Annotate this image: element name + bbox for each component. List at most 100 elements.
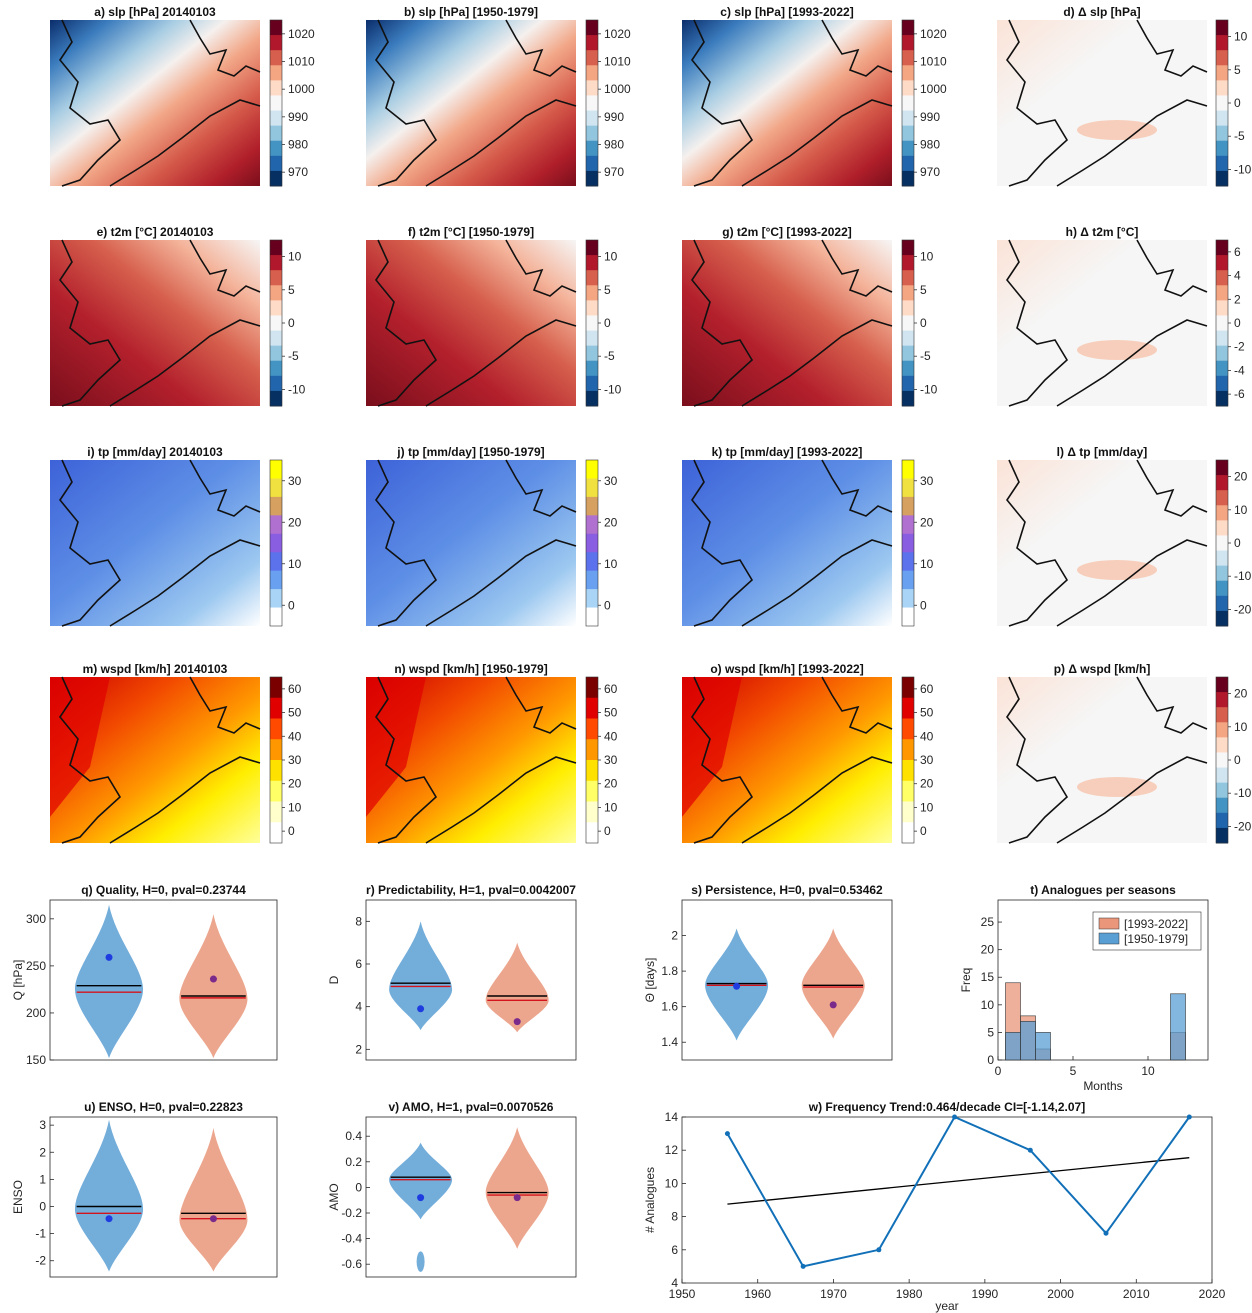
delta-colorbar-swatch xyxy=(1216,300,1228,316)
map-title: g) t2m [°C] [1993-2022] xyxy=(722,225,852,239)
coastline-scandinavia xyxy=(821,239,893,297)
coastline-uk xyxy=(59,239,122,407)
delta-colorbar-swatch xyxy=(1216,255,1228,271)
violin-blue xyxy=(389,1142,453,1220)
coastline-scandinavia xyxy=(189,676,261,734)
colorbar-swatch xyxy=(902,801,914,823)
colorbar-swatch xyxy=(270,515,282,535)
y-axis-label: Freq xyxy=(959,968,973,993)
delta-colorbar-swatch xyxy=(1216,565,1228,582)
map-panel-wspd-1: m) wspd [km/h] 20140103 60 50 40 30 20 10 0 xyxy=(50,662,302,844)
colorbar-swatch xyxy=(270,801,282,823)
colorbar-label: 970 xyxy=(288,165,308,179)
coastline-scandinavia xyxy=(505,239,577,297)
colorbar-label: 1000 xyxy=(288,82,315,96)
colorbar-label: 970 xyxy=(604,165,624,179)
coastline-uk xyxy=(59,19,122,187)
coastline-continent xyxy=(109,319,261,407)
delta-colorbar-label: -10 xyxy=(1234,786,1252,800)
coastline-continent xyxy=(425,756,577,844)
colorbar-swatch xyxy=(270,460,282,479)
y-tick-label: 300 xyxy=(26,912,46,926)
map-title: f) t2m [°C] [1950-1979] xyxy=(408,225,534,239)
colorbar-label: 30 xyxy=(288,753,302,767)
colorbar-swatch xyxy=(902,739,914,761)
delta-colorbar-swatch xyxy=(1216,50,1228,66)
map-title: c) slp [hPa] [1993-2022] xyxy=(720,5,853,19)
colorbar-label: 1000 xyxy=(920,82,947,96)
map-panel-slp-3: c) slp [hPa] [1993-2022] 1020 1010 1000 990 9… xyxy=(682,5,947,187)
colorbar-label: 50 xyxy=(288,706,302,720)
map-panel-wspd-3: o) wspd [km/h] [1993-2022] 60 50 40 30 20 10 0 xyxy=(682,662,934,844)
chart-panels: q) Quality, H=0, pval=0.2374415020025030… xyxy=(11,883,1226,1313)
colorbar-swatch xyxy=(270,20,282,36)
coastline-continent xyxy=(741,539,893,627)
colorbar-label: 10 xyxy=(604,800,618,814)
y-tick-label: 0.4 xyxy=(345,1129,362,1143)
coastline-uk xyxy=(375,19,438,187)
colorbar-label: 1020 xyxy=(920,27,947,41)
colorbar-label: 980 xyxy=(288,138,308,152)
colorbar-label: 20 xyxy=(920,515,934,529)
colorbar-label: 60 xyxy=(920,682,934,696)
colorbar-label: 0 xyxy=(288,316,295,330)
colorbar-swatch xyxy=(902,375,914,392)
delta-anomaly xyxy=(1077,777,1157,797)
event-dot xyxy=(829,1001,837,1009)
colorbar-label: 1010 xyxy=(604,55,631,69)
colorbar-swatch xyxy=(586,822,598,844)
chart-title: w) Frequency Trend:0.464/decade CI=[-1.1… xyxy=(808,1100,1085,1114)
y-tick-label: 150 xyxy=(26,1053,46,1067)
hist-bar-blue xyxy=(1020,1021,1036,1061)
colorbar-label: 0 xyxy=(288,824,295,838)
colorbar-swatch xyxy=(586,515,598,535)
x-tick-label: 1970 xyxy=(820,1287,847,1301)
colorbar-swatch xyxy=(270,607,282,627)
colorbar-swatch xyxy=(270,496,282,516)
delta-colorbar-swatch xyxy=(1216,505,1228,521)
wind-core xyxy=(682,677,742,817)
colorbar-swatch xyxy=(270,300,282,316)
y-tick-label: 0 xyxy=(39,1199,46,1213)
y-tick-label: 10 xyxy=(981,998,995,1012)
colorbar-swatch xyxy=(270,155,282,172)
coastline-scandinavia xyxy=(1136,676,1208,734)
colorbar-swatch xyxy=(902,345,914,362)
coastline-continent xyxy=(741,319,893,407)
colorbar-swatch xyxy=(902,95,914,112)
wind-core xyxy=(50,677,110,817)
map-field xyxy=(997,677,1207,843)
colorbar-swatch xyxy=(586,170,598,187)
colorbar-swatch xyxy=(586,460,598,479)
delta-colorbar-swatch xyxy=(1216,170,1228,187)
colorbar-swatch xyxy=(270,677,282,699)
delta-colorbar-swatch xyxy=(1216,692,1228,708)
coastline-uk xyxy=(691,239,754,407)
delta-anomaly xyxy=(1077,340,1157,360)
delta-colorbar-label: 10 xyxy=(1234,720,1248,734)
colorbar-label: 20 xyxy=(604,515,618,529)
colorbar-swatch xyxy=(586,552,598,572)
coastline-continent xyxy=(425,99,577,187)
y-tick-label: 1.8 xyxy=(661,964,678,978)
colorbar-swatch xyxy=(586,80,598,96)
delta-colorbar-swatch xyxy=(1216,767,1228,784)
chart-title: t) Analogues per seasons xyxy=(1030,883,1176,897)
colorbar-swatch xyxy=(270,360,282,377)
colorbar-label: 1020 xyxy=(604,27,631,41)
delta-colorbar-swatch xyxy=(1216,125,1228,142)
delta-colorbar-swatch xyxy=(1216,80,1228,96)
coastline-scandinavia xyxy=(821,19,893,77)
coastline-continent xyxy=(109,539,261,627)
colorbar-label: 10 xyxy=(288,800,302,814)
colorbar-label: 0 xyxy=(604,598,611,612)
coastline-uk xyxy=(691,19,754,187)
chart-panel-4: u) ENSO, H=0, pval=0.22823 -2 -1 0 1 2 3 ENSO xyxy=(11,1100,278,1278)
coastline-continent xyxy=(109,756,261,844)
chart-title: q) Quality, H=0, pval=0.23744 xyxy=(81,883,246,897)
y-tick-label: 10 xyxy=(665,1176,679,1190)
chart-title: v) AMO, H=1, pval=0.0070526 xyxy=(389,1100,554,1114)
colorbar-swatch xyxy=(270,760,282,782)
colorbar-label: 990 xyxy=(604,110,624,124)
y-tick-label: 25 xyxy=(981,915,995,929)
